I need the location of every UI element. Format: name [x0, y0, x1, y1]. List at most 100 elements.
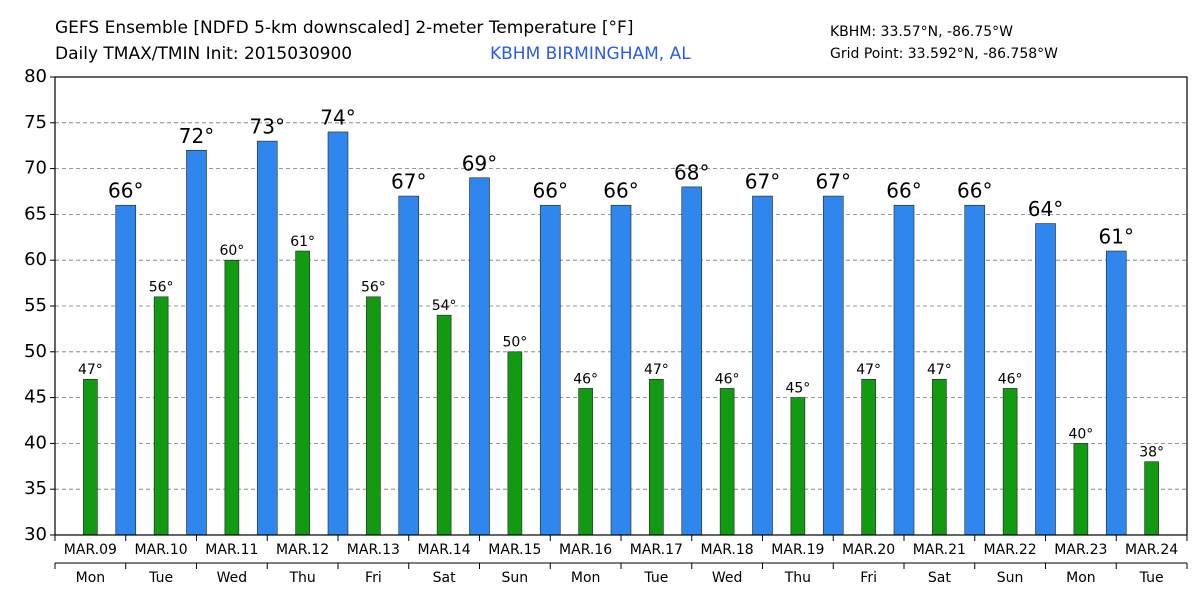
station-coords: KBHM: 33.57°N, -86.75°W [830, 24, 1013, 40]
bar [752, 195, 773, 536]
data-label: 66° [108, 179, 143, 203]
y-tick-label: 65 [24, 203, 47, 224]
bar [295, 250, 310, 536]
x-tick-label: MAR.17 [630, 542, 683, 558]
bar [186, 149, 207, 536]
weekday-label: Sat [928, 570, 951, 586]
bar [822, 195, 844, 536]
bar [115, 204, 137, 536]
y-tick-label: 80 [24, 66, 47, 87]
y-tick-label: 40 [24, 432, 47, 453]
data-label: 54° [432, 298, 457, 314]
data-label: 40° [1068, 426, 1093, 442]
data-label: 67° [816, 170, 851, 194]
x-tick-label: MAR.18 [701, 542, 754, 558]
y-tick-label: 30 [24, 524, 47, 545]
bar [1073, 443, 1089, 536]
data-label: 68° [674, 160, 709, 184]
y-tick-label: 45 [24, 387, 47, 408]
data-label: 47° [78, 362, 103, 378]
data-label: 73° [250, 115, 285, 139]
weekday-label: Thu [288, 570, 315, 586]
bar [681, 186, 703, 536]
data-label: 66° [886, 179, 921, 203]
weekday-label: Mon [571, 570, 601, 586]
weekday-label: Sun [997, 570, 1024, 586]
x-tick-label: MAR.10 [135, 542, 188, 558]
bar [83, 378, 98, 536]
bar [1105, 250, 1127, 536]
data-label: 61° [290, 234, 315, 250]
bar [578, 388, 593, 536]
bar [861, 378, 876, 536]
data-label: 45° [785, 381, 810, 397]
bar [327, 131, 349, 536]
data-label: 67° [391, 170, 426, 194]
y-tick-label: 75 [24, 112, 47, 133]
bar [964, 204, 986, 536]
x-tick-label: MAR.11 [205, 542, 258, 558]
bar [1144, 461, 1159, 536]
x-tick-label: MAR.19 [771, 542, 824, 558]
data-label: 60° [219, 243, 244, 259]
y-tick-label: 50 [24, 341, 47, 362]
weekday-label: Fri [860, 570, 877, 586]
x-tick-label: MAR.15 [488, 542, 541, 558]
bar [539, 204, 561, 536]
y-tick-label: 55 [24, 295, 47, 316]
bar [224, 259, 240, 536]
weekday-label: Tue [643, 570, 668, 586]
weekday-label: Mon [76, 570, 106, 586]
y-tick-label: 70 [24, 158, 47, 179]
x-tick-label: MAR.23 [1054, 542, 1107, 558]
data-label: 47° [927, 362, 952, 378]
y-tick-label: 35 [24, 478, 47, 499]
chart-subtitle: Daily TMAX/TMIN Init: 2015030900 [55, 44, 352, 64]
x-tick-label: MAR.20 [842, 542, 895, 558]
bar [436, 314, 452, 536]
weekday-label: Wed [217, 570, 248, 586]
x-tick-label: MAR.14 [418, 542, 471, 558]
data-label: 66° [603, 179, 638, 203]
data-label: 46° [998, 371, 1023, 387]
bar [649, 378, 664, 536]
bar [1035, 223, 1056, 536]
bar [398, 195, 420, 536]
data-label: 72° [179, 124, 214, 148]
weekday-label: Tue [1139, 570, 1164, 586]
bar [256, 140, 278, 536]
weekday-label: Tue [148, 570, 173, 586]
data-label: 46° [573, 371, 598, 387]
bar [366, 296, 381, 536]
weekday-label: Thu [784, 570, 811, 586]
x-tick-label: MAR.13 [347, 542, 400, 558]
data-label: 69° [462, 151, 497, 175]
x-tick-label: MAR.09 [64, 542, 117, 558]
bar [719, 388, 735, 536]
weekday-label: Sun [502, 570, 529, 586]
bar [893, 204, 915, 536]
weekday-label: Mon [1066, 570, 1096, 586]
data-label: 61° [1099, 225, 1134, 249]
x-tick-label: MAR.22 [984, 542, 1037, 558]
grid-point: Grid Point: 33.592°N, -86.758°W [830, 46, 1058, 62]
data-label: 50° [502, 335, 527, 351]
data-label: 47° [856, 362, 881, 378]
data-label: 64° [1028, 197, 1063, 221]
bar [507, 351, 523, 536]
data-label: 56° [361, 280, 386, 296]
weekday-label: Sat [433, 570, 456, 586]
bar [469, 177, 490, 536]
data-label: 66° [957, 179, 992, 203]
data-label: 66° [533, 179, 568, 203]
data-label: 47° [644, 362, 669, 378]
x-tick-label: MAR.24 [1125, 542, 1178, 558]
bar [790, 397, 806, 536]
x-tick-label: MAR.16 [559, 542, 612, 558]
bar [153, 296, 169, 536]
data-label: 74° [320, 105, 355, 129]
station-name: KBHM BIRMINGHAM, AL [490, 44, 691, 64]
x-tick-label: MAR.21 [913, 542, 966, 558]
bar [1002, 388, 1018, 536]
